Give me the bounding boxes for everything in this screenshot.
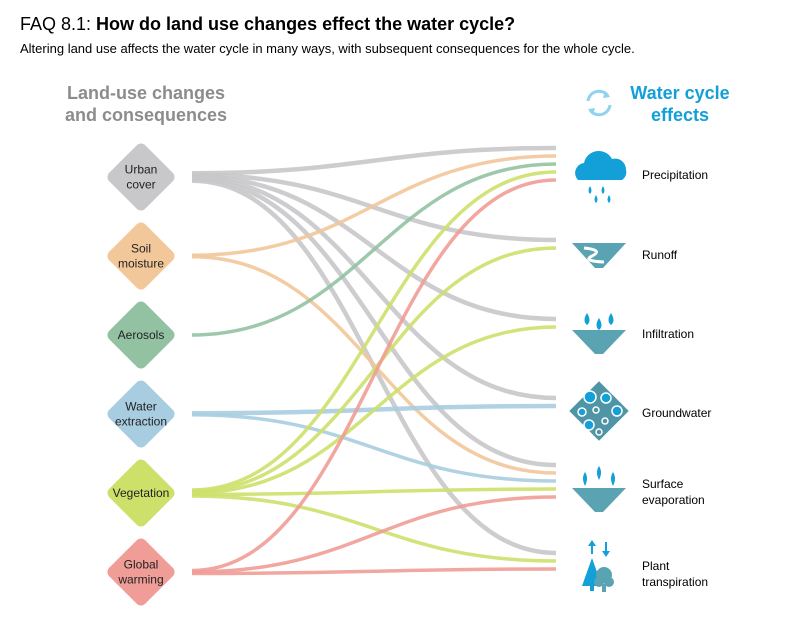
link-urban-to-precipitation <box>191 145 557 176</box>
link-vegetation-to-plant_transpiration <box>191 494 557 563</box>
link-soil-to-precipitation <box>191 154 557 257</box>
land-use-label: Vegetation <box>113 486 170 500</box>
land-use-label: Urban <box>125 163 158 177</box>
land-use-label: cover <box>126 178 155 192</box>
title-prefix: FAQ 8.1: <box>20 14 97 34</box>
link-vegetation-to-precipitation <box>191 170 557 492</box>
effect-label-groundwater: Groundwater <box>642 406 712 420</box>
land-use-label: Global <box>124 558 159 572</box>
flow-links <box>191 145 557 576</box>
link-aerosols-to-precipitation <box>191 162 557 337</box>
land-use-node-vegetation: Vegetation <box>107 459 175 527</box>
land-use-label: Soil <box>131 242 151 256</box>
land-use-heading-line-2: and consequences <box>64 105 228 125</box>
title-main: How do land use changes effect the water… <box>96 14 516 34</box>
trees-icon <box>582 540 614 592</box>
land-use-diamond <box>107 301 175 369</box>
effect-label-runoff: Runoff <box>642 248 678 262</box>
link-vegetation-to-infiltration <box>191 325 557 495</box>
land-use-label: Aerosols <box>118 328 165 342</box>
land-use-node-aerosols: Aerosols <box>107 301 175 369</box>
link-warming-to-plant_transpiration <box>191 567 557 576</box>
water-cycle-heading-line-2: effects <box>650 105 710 125</box>
link-warming-to-surface_evaporation <box>191 495 557 574</box>
link-vegetation-to-surface_evaporation <box>191 487 557 497</box>
link-soil-to-surface_evaporation <box>191 255 557 475</box>
land-use-heading-line-1: Land-use changes <box>66 83 226 103</box>
link-urban-to-surface_evaporation <box>191 177 557 468</box>
land-use-heading: Land-use changes and consequences <box>40 82 252 126</box>
land-use-label: warming <box>117 573 163 587</box>
land-use-label: extraction <box>115 415 167 429</box>
subtitle: Altering land use affects the water cycl… <box>20 41 635 56</box>
rain-cloud-icon <box>575 150 627 203</box>
groundwater-icon <box>569 381 629 441</box>
infiltration-icon <box>572 313 626 354</box>
effect-label-precipitation: Precipitation <box>642 168 709 182</box>
link-vegetation-to-runoff <box>191 246 557 494</box>
link-warming-to-precipitation <box>191 178 557 573</box>
land-use-label: moisture <box>118 257 164 271</box>
effect-label-infiltration: Infiltration <box>642 327 695 341</box>
land-use-diamond <box>107 380 175 448</box>
effect-label-surface-evaporation: Surface evaporation <box>642 477 705 507</box>
land-use-diamond <box>107 459 175 527</box>
water-cycle-heading-line-1: Water cycle <box>630 83 730 103</box>
cycle-icon <box>586 89 612 117</box>
header: FAQ 8.1: How do land use changes effect … <box>20 12 790 58</box>
land-use-diamond <box>107 143 175 211</box>
link-urban-to-groundwater <box>191 175 557 401</box>
page-title: FAQ 8.1: How do land use changes effect … <box>20 12 790 36</box>
link-water-to-surface_evaporation <box>191 413 557 483</box>
water-cycle-heading: Water cycle effects <box>620 82 740 126</box>
effect-label-plant-transpiration: Plant transpiration <box>642 559 709 589</box>
land-use-diamond <box>107 222 175 290</box>
land-use-diamond <box>107 538 175 606</box>
land-use-label: Water <box>125 400 157 414</box>
evaporation-icon <box>572 466 626 512</box>
runoff-icon <box>572 243 626 268</box>
